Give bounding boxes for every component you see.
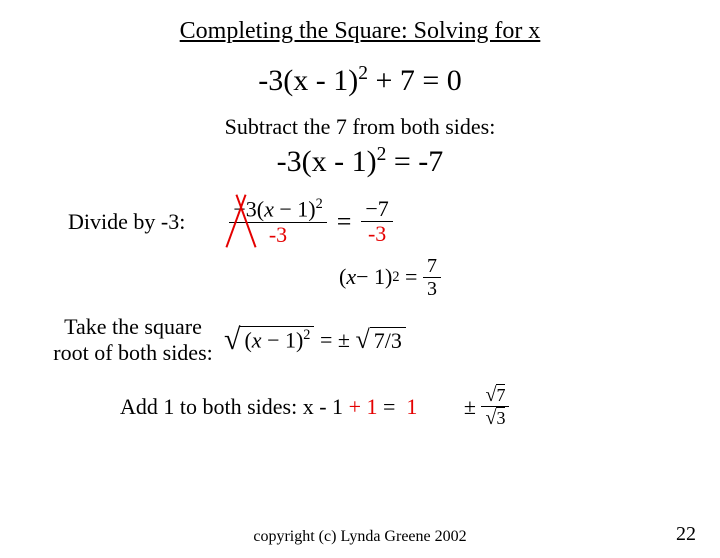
step4-row: Add 1 to both sides: x - 1 + 1 = 1 ± √7 … [0, 384, 720, 429]
copyright: copyright (c) Lynda Greene 2002 [0, 528, 720, 546]
frac-right-den: -3 [364, 222, 390, 246]
frac-right-num: −7 [361, 197, 392, 222]
step2-row: Divide by -3: −3(x − 1)2 -3 = −7 -3 [0, 197, 720, 247]
final-expression: ± √7 √3 [464, 384, 510, 429]
step4-add: + 1 [343, 394, 383, 420]
page-number: 22 [676, 523, 696, 546]
equation-step2-result: (x − 1)2 = 7 3 [60, 255, 720, 300]
result-den: 3 [423, 278, 441, 300]
fraction-right: −7 -3 [361, 197, 392, 246]
result-num: 7 [423, 255, 441, 278]
step4-eq: = [383, 394, 395, 420]
equation-step1: -3(x - 1)2 = -7 [0, 144, 720, 179]
step4-label: Add 1 to both sides: [120, 394, 297, 420]
step3-label: Take the square root of both sides: [48, 314, 218, 367]
frac-left-den: -3 [265, 223, 291, 247]
step1-label: Subtract the 7 from both sides: [0, 114, 720, 140]
step4-rhs-add: 1 [395, 394, 434, 420]
equals-sign-1: = [337, 207, 352, 237]
step2-label: Divide by -3: [68, 209, 185, 235]
step4-lhs: x - 1 [303, 394, 343, 420]
page-title: Completing the Square: Solving for x [0, 18, 720, 45]
sqrt-expression: √(x − 1)2 = ± √7/3 [224, 323, 406, 357]
fraction-left: −3(x − 1)2 -3 [229, 197, 326, 247]
initial-equation: -3(x - 1)2 + 7 = 0 [0, 63, 720, 98]
step3-row: Take the square root of both sides: √(x … [0, 314, 720, 367]
